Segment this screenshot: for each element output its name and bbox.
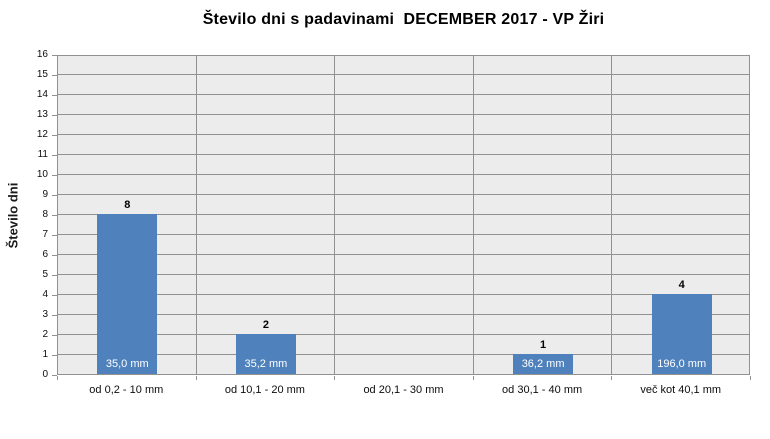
y-tick-mark [52, 355, 57, 356]
bar-value-label: 4 [678, 279, 685, 291]
y-tick-mark [52, 295, 57, 296]
gridline-horizontal [58, 334, 749, 335]
gridline-horizontal [58, 94, 749, 95]
x-tick-mark [750, 376, 751, 380]
y-tick-mark [52, 215, 57, 216]
y-tick-label: 6 [42, 249, 48, 260]
gridline-vertical [334, 56, 336, 374]
y-tick-label: 5 [42, 269, 48, 280]
gridline-horizontal [58, 274, 749, 275]
gridline-horizontal [58, 174, 749, 175]
gridline-horizontal [58, 234, 749, 235]
gridline-horizontal [58, 254, 749, 255]
x-category-label: več kot 40,1 mm [640, 384, 722, 396]
gridline-horizontal [58, 314, 749, 315]
x-category-label: od 20,1 - 30 mm [363, 384, 444, 396]
y-tick-mark [52, 335, 57, 336]
y-tick-label: 13 [36, 109, 48, 120]
gridline-vertical [472, 56, 474, 374]
x-category-label: od 10,1 - 20 mm [224, 384, 305, 396]
y-tick-mark [52, 95, 57, 96]
plot-area: 8 35,0 mm 2 35,2 mm 1 36,2 mm 4 196,0 mm [57, 55, 750, 375]
bar-2 [235, 334, 296, 374]
y-tick-mark [52, 315, 57, 316]
x-tick-mark [334, 376, 336, 380]
y-tick-label: 7 [42, 229, 48, 240]
y-tick-label: 10 [36, 169, 48, 180]
y-tick-label: 0 [42, 369, 48, 380]
y-tick-mark [52, 275, 57, 276]
x-category-label: od 0,2 - 10 mm [89, 384, 164, 396]
gridline-vertical [611, 56, 613, 374]
y-tick-label: 16 [36, 49, 48, 60]
y-tick-mark [52, 135, 57, 136]
bar-4 [513, 354, 574, 374]
x-tick-mark [611, 376, 613, 380]
y-tick-mark [52, 155, 57, 156]
y-tick-label: 12 [36, 129, 48, 140]
y-tick-mark [52, 55, 57, 56]
y-tick-mark [52, 255, 57, 256]
gridline-horizontal [58, 354, 749, 355]
y-tick-label: 1 [42, 349, 48, 360]
y-tick-mark [52, 175, 57, 176]
bar-value-label: 8 [124, 199, 131, 211]
x-category-label: od 30,1 - 40 mm [502, 384, 583, 396]
gridline-horizontal [58, 134, 749, 135]
bar-mm-label: 196,0 mm [657, 358, 707, 370]
y-tick-label: 11 [37, 149, 48, 160]
bar-value-label: 1 [540, 339, 547, 351]
gridline-horizontal [58, 294, 749, 295]
y-tick-mark [52, 195, 57, 196]
y-tick-mark [52, 235, 57, 236]
gridline-horizontal [58, 214, 749, 215]
x-tick-mark [472, 376, 474, 380]
gridline-horizontal [58, 194, 749, 195]
bar-mm-label: 36,2 mm [521, 358, 565, 370]
gridline-horizontal [58, 74, 749, 75]
y-tick-mark [52, 75, 57, 76]
gridline-vertical [195, 56, 197, 374]
y-tick-label: 2 [42, 329, 48, 340]
bar-value-label: 2 [262, 319, 269, 331]
y-tick-label: 4 [42, 289, 48, 300]
y-tick-label: 9 [42, 189, 48, 200]
y-tick-mark [52, 115, 57, 116]
gridline-horizontal [58, 114, 749, 115]
bar-mm-label: 35,2 mm [244, 358, 288, 370]
y-tick-label: 8 [42, 209, 48, 220]
gridline-horizontal [58, 154, 749, 155]
y-tick-label: 15 [36, 69, 48, 80]
chart-title: Število dni s padavinami DECEMBER 2017 -… [202, 11, 605, 28]
x-tick-mark [195, 376, 197, 380]
y-tick-mark [52, 375, 57, 376]
bar-mm-label: 35,0 mm [105, 358, 149, 370]
y-tick-label: 14 [36, 89, 48, 100]
bar-5 [651, 294, 712, 374]
bar-1 [97, 214, 158, 374]
y-tick-label: 3 [42, 309, 48, 320]
x-tick-mark [57, 376, 58, 380]
